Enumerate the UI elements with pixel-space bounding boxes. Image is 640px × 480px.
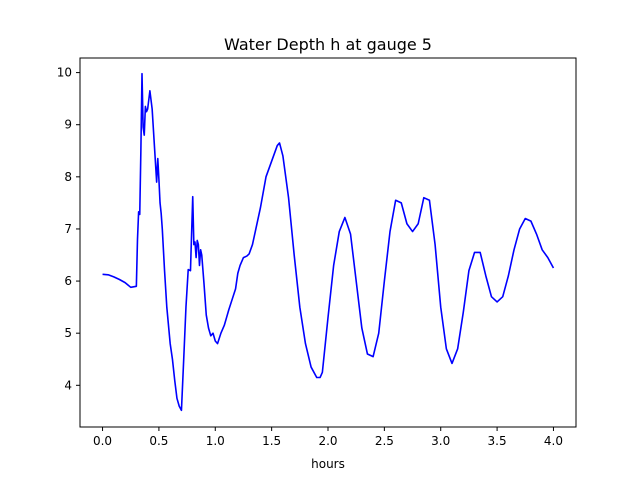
x-tick-label: 0.5 <box>149 434 168 448</box>
y-tick-label: 7 <box>64 222 72 236</box>
x-tick-label: 1.5 <box>262 434 281 448</box>
x-tick-label: 2.5 <box>375 434 394 448</box>
y-tick-label: 8 <box>64 170 72 184</box>
x-tick-label: 0.0 <box>93 434 112 448</box>
series-line-0 <box>102 72 555 412</box>
x-tick-label: 1.0 <box>206 434 225 448</box>
y-tick-label: 6 <box>64 274 72 288</box>
y-tick-label: 10 <box>57 66 72 80</box>
plot-frame <box>79 57 577 428</box>
x-axis-label: hours <box>311 457 345 471</box>
y-tick-label: 4 <box>64 378 72 392</box>
plot-area <box>79 57 577 428</box>
x-axis: 0.0 0.5 1.0 1.5 2.0 2.5 3.0 3.5 4.0 <box>93 427 563 448</box>
x-tick-label: 3.5 <box>488 434 507 448</box>
x-tick-label: 3.0 <box>431 434 450 448</box>
y-tick-label: 9 <box>64 118 72 132</box>
x-tick-label: 2.0 <box>318 434 337 448</box>
y-tick-label: 5 <box>64 326 72 340</box>
x-tick-label: 4.0 <box>544 434 563 448</box>
y-axis: 4 5 6 7 8 9 10 <box>57 66 80 392</box>
chart-title: Water Depth h at gauge 5 <box>224 35 432 54</box>
